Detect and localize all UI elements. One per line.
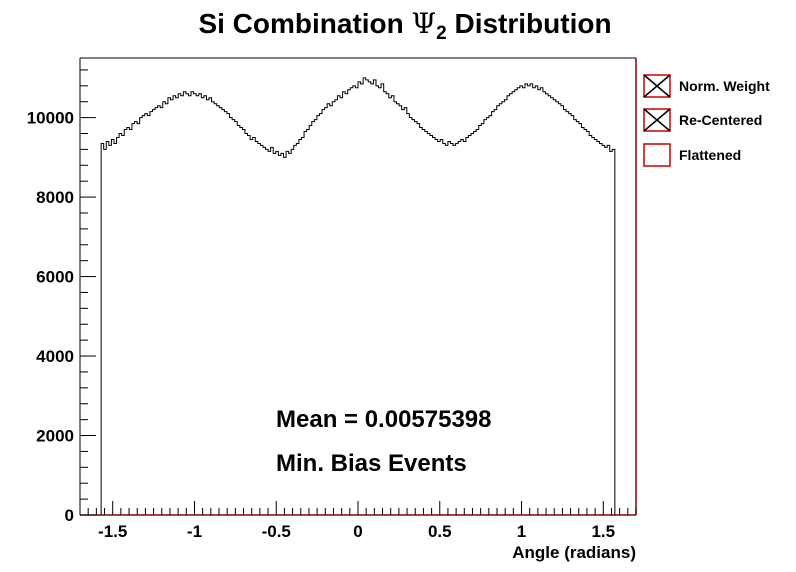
legend-marker-norm-weight-cross-b: [643, 74, 671, 98]
title-suffix: Distribution: [447, 8, 612, 39]
x-tick-label: -1: [187, 522, 202, 541]
x-axis-label: Angle (radians): [512, 543, 636, 562]
x-tick-label: 1: [517, 522, 526, 541]
x-tick-label: -0.5: [262, 522, 291, 541]
histogram-flattened: [100, 77, 616, 515]
title-subscript: 2: [436, 23, 447, 44]
x-tick-label: 0: [353, 522, 362, 541]
legend: Norm. Weight Re-Centered Flattened: [643, 74, 770, 167]
legend-label-re-centered: Re-Centered: [679, 112, 762, 128]
y-tick-label: 4000: [36, 347, 74, 366]
legend-marker-re-centered-cross-b: [643, 108, 671, 132]
y-axis-ticks: 0 2000 4000 6000 8000 10000: [27, 69, 96, 525]
legend-label-flattened: Flattened: [679, 147, 741, 163]
y-tick-label: 6000: [36, 268, 74, 287]
x-axis-ticks: -1.5 -1 -0.5 0 0.5 1 1.5: [79, 501, 637, 541]
y-tick-label: 0: [65, 506, 74, 525]
sample-annotation: Min. Bias Events: [276, 450, 467, 477]
x-tick-label: 0.5: [428, 522, 452, 541]
chart-title: Si Combination Ψ2 Distribution: [198, 7, 611, 44]
y-tick-label: 8000: [36, 188, 74, 207]
y-tick-label: 10000: [27, 109, 74, 128]
mean-annotation: Mean = 0.00575398: [276, 406, 492, 433]
plot-frame: [79, 57, 637, 516]
legend-label-norm-weight: Norm. Weight: [679, 78, 770, 94]
x-tick-label: 1.5: [591, 522, 615, 541]
title-psi-symbol: Ψ: [412, 7, 437, 40]
y-tick-label: 2000: [36, 427, 74, 446]
x-tick-label: -1.5: [98, 522, 127, 541]
legend-marker-flattened: [643, 143, 671, 167]
title-prefix: Si Combination: [198, 8, 411, 39]
